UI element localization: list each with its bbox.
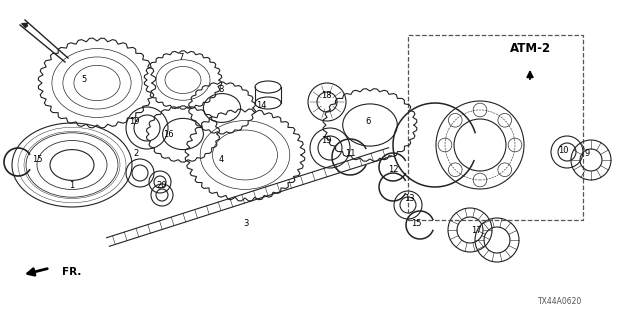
Text: 19: 19 <box>321 136 332 145</box>
Text: 13: 13 <box>404 194 415 203</box>
Text: 11: 11 <box>346 149 356 158</box>
Text: 12: 12 <box>388 165 399 174</box>
Text: 9: 9 <box>584 149 589 158</box>
Text: 5: 5 <box>82 76 87 84</box>
Text: 19: 19 <box>129 117 140 126</box>
Bar <box>408 35 583 220</box>
Text: 2: 2 <box>134 149 139 158</box>
Text: 8: 8 <box>218 85 223 94</box>
Text: 15: 15 <box>411 220 421 228</box>
Text: 16: 16 <box>163 130 173 139</box>
Text: 4: 4 <box>218 156 223 164</box>
Text: ATM-2: ATM-2 <box>509 42 550 54</box>
Text: 1: 1 <box>69 181 74 190</box>
Text: 17: 17 <box>472 226 482 235</box>
Text: 15: 15 <box>32 156 42 164</box>
Text: 10: 10 <box>558 146 568 155</box>
Text: FR.: FR. <box>62 267 81 277</box>
Text: 18: 18 <box>321 92 332 100</box>
Text: TX44A0620: TX44A0620 <box>538 298 582 307</box>
Text: 20: 20 <box>156 181 166 190</box>
Text: 3: 3 <box>244 220 249 228</box>
Text: 7: 7 <box>179 53 184 62</box>
Text: 6: 6 <box>365 117 371 126</box>
Text: 14: 14 <box>256 101 266 110</box>
